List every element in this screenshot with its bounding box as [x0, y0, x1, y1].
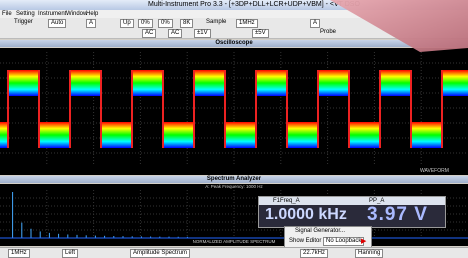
waveform-band: [411, 122, 442, 148]
waveform-band: [163, 122, 194, 148]
toolbar-control[interactable]: A: [86, 19, 96, 28]
waveform-band: [318, 70, 349, 96]
toolbar-control[interactable]: ±1V: [194, 29, 211, 38]
toolbar-control[interactable]: 1MHz: [236, 19, 258, 28]
frequency-reading: 1.0000 kHz: [265, 206, 347, 224]
play-button[interactable]: ▶: [361, 237, 366, 245]
title-bar: Multi-Instrument Pro 3.3 - [+3DP+DLL+LCR…: [0, 0, 468, 10]
menu-item[interactable]: Setting: [16, 11, 35, 17]
waveform-band: [225, 122, 256, 148]
waveform-band: [0, 122, 8, 148]
waveform-band: [132, 70, 163, 96]
toolbar: AC AC ±1V ±5V Probe: [0, 28, 468, 39]
toolbar-control[interactable]: A: [310, 19, 320, 28]
waveform-edge: [286, 70, 288, 148]
meter-window: F1Freq_A PP_A 1.0000 kHz 3.97 V: [258, 196, 446, 228]
waveform-edge: [410, 70, 412, 148]
toolbar-control[interactable]: Sample: [206, 19, 226, 25]
waveform-edge: [224, 70, 226, 148]
panel-title: Spectrum Analyzer: [0, 176, 468, 183]
waveform-edge: [255, 70, 257, 148]
oscilloscope-plot: WAVEFORM: [0, 48, 468, 175]
spectrum-footer: NORMALIZED AMPLITUDE SPECTRUM: [193, 239, 276, 244]
menu-item[interactable]: File: [2, 11, 12, 17]
waveform-band: [442, 70, 468, 96]
toolbar-control[interactable]: 0%: [138, 19, 153, 28]
window-title: Signal Generator...: [295, 228, 345, 234]
signal-generator-window: Signal Generator... Show Editor No Loopb…: [284, 226, 372, 248]
waveform-band: [287, 122, 318, 148]
waveform-band: [101, 122, 132, 148]
waveform-edge: [348, 70, 350, 148]
toolbar-control[interactable]: Auto: [48, 19, 66, 28]
waveform-edge: [317, 70, 319, 148]
waveform-edge: [69, 70, 71, 148]
waveform-edge: [162, 70, 164, 148]
toolbar-control[interactable]: AC: [142, 29, 156, 38]
waveform-edge: [100, 70, 102, 148]
waveform-edge: [38, 70, 40, 148]
meter-label: F1Freq_A: [273, 198, 300, 204]
waveform-edge: [7, 70, 9, 148]
toolbar-control[interactable]: 0%: [158, 19, 173, 28]
app: Multi-Instrument Pro 3.3 - [+3DP+DLL+LCR…: [0, 0, 468, 257]
checkbox-label[interactable]: Show Editor: [289, 238, 321, 244]
menu-item[interactable]: Instrument: [38, 11, 66, 17]
toolbar-control[interactable]: AC: [168, 29, 182, 38]
waveform-edge: [379, 70, 381, 148]
toolbar-control[interactable]: ±5V: [252, 29, 269, 38]
toolbar-control[interactable]: Trigger: [14, 19, 33, 25]
scope-footer: WAVEFORM: [420, 168, 449, 174]
dropdown[interactable]: No Loopback: [323, 237, 364, 246]
toolbar-control[interactable]: 8K: [180, 19, 193, 28]
waveform-edge: [131, 70, 133, 148]
menu-item[interactable]: Window: [66, 11, 87, 17]
waveform-band: [39, 122, 70, 148]
spectrum-header: A: Peak Frequency: 1000 Hz: [205, 184, 263, 189]
panel-title: Oscilloscope: [0, 40, 468, 47]
waveform-band: [380, 70, 411, 96]
toolbar-control[interactable]: Probe: [320, 29, 336, 35]
waveform-band: [194, 70, 225, 96]
menu-item[interactable]: Help: [86, 11, 98, 17]
window-title: Multi-Instrument Pro 3.3 - [+3DP+DLL+LCR…: [148, 1, 360, 8]
toolbar-control[interactable]: Up: [120, 19, 134, 28]
waveform-band: [349, 122, 380, 148]
waveform-edge: [193, 70, 195, 148]
waveform-band: [256, 70, 287, 96]
waveform-band: [8, 70, 39, 96]
voltage-reading: 3.97 V: [367, 204, 428, 226]
waveform-edge: [441, 70, 443, 148]
waveform-band: [70, 70, 101, 96]
